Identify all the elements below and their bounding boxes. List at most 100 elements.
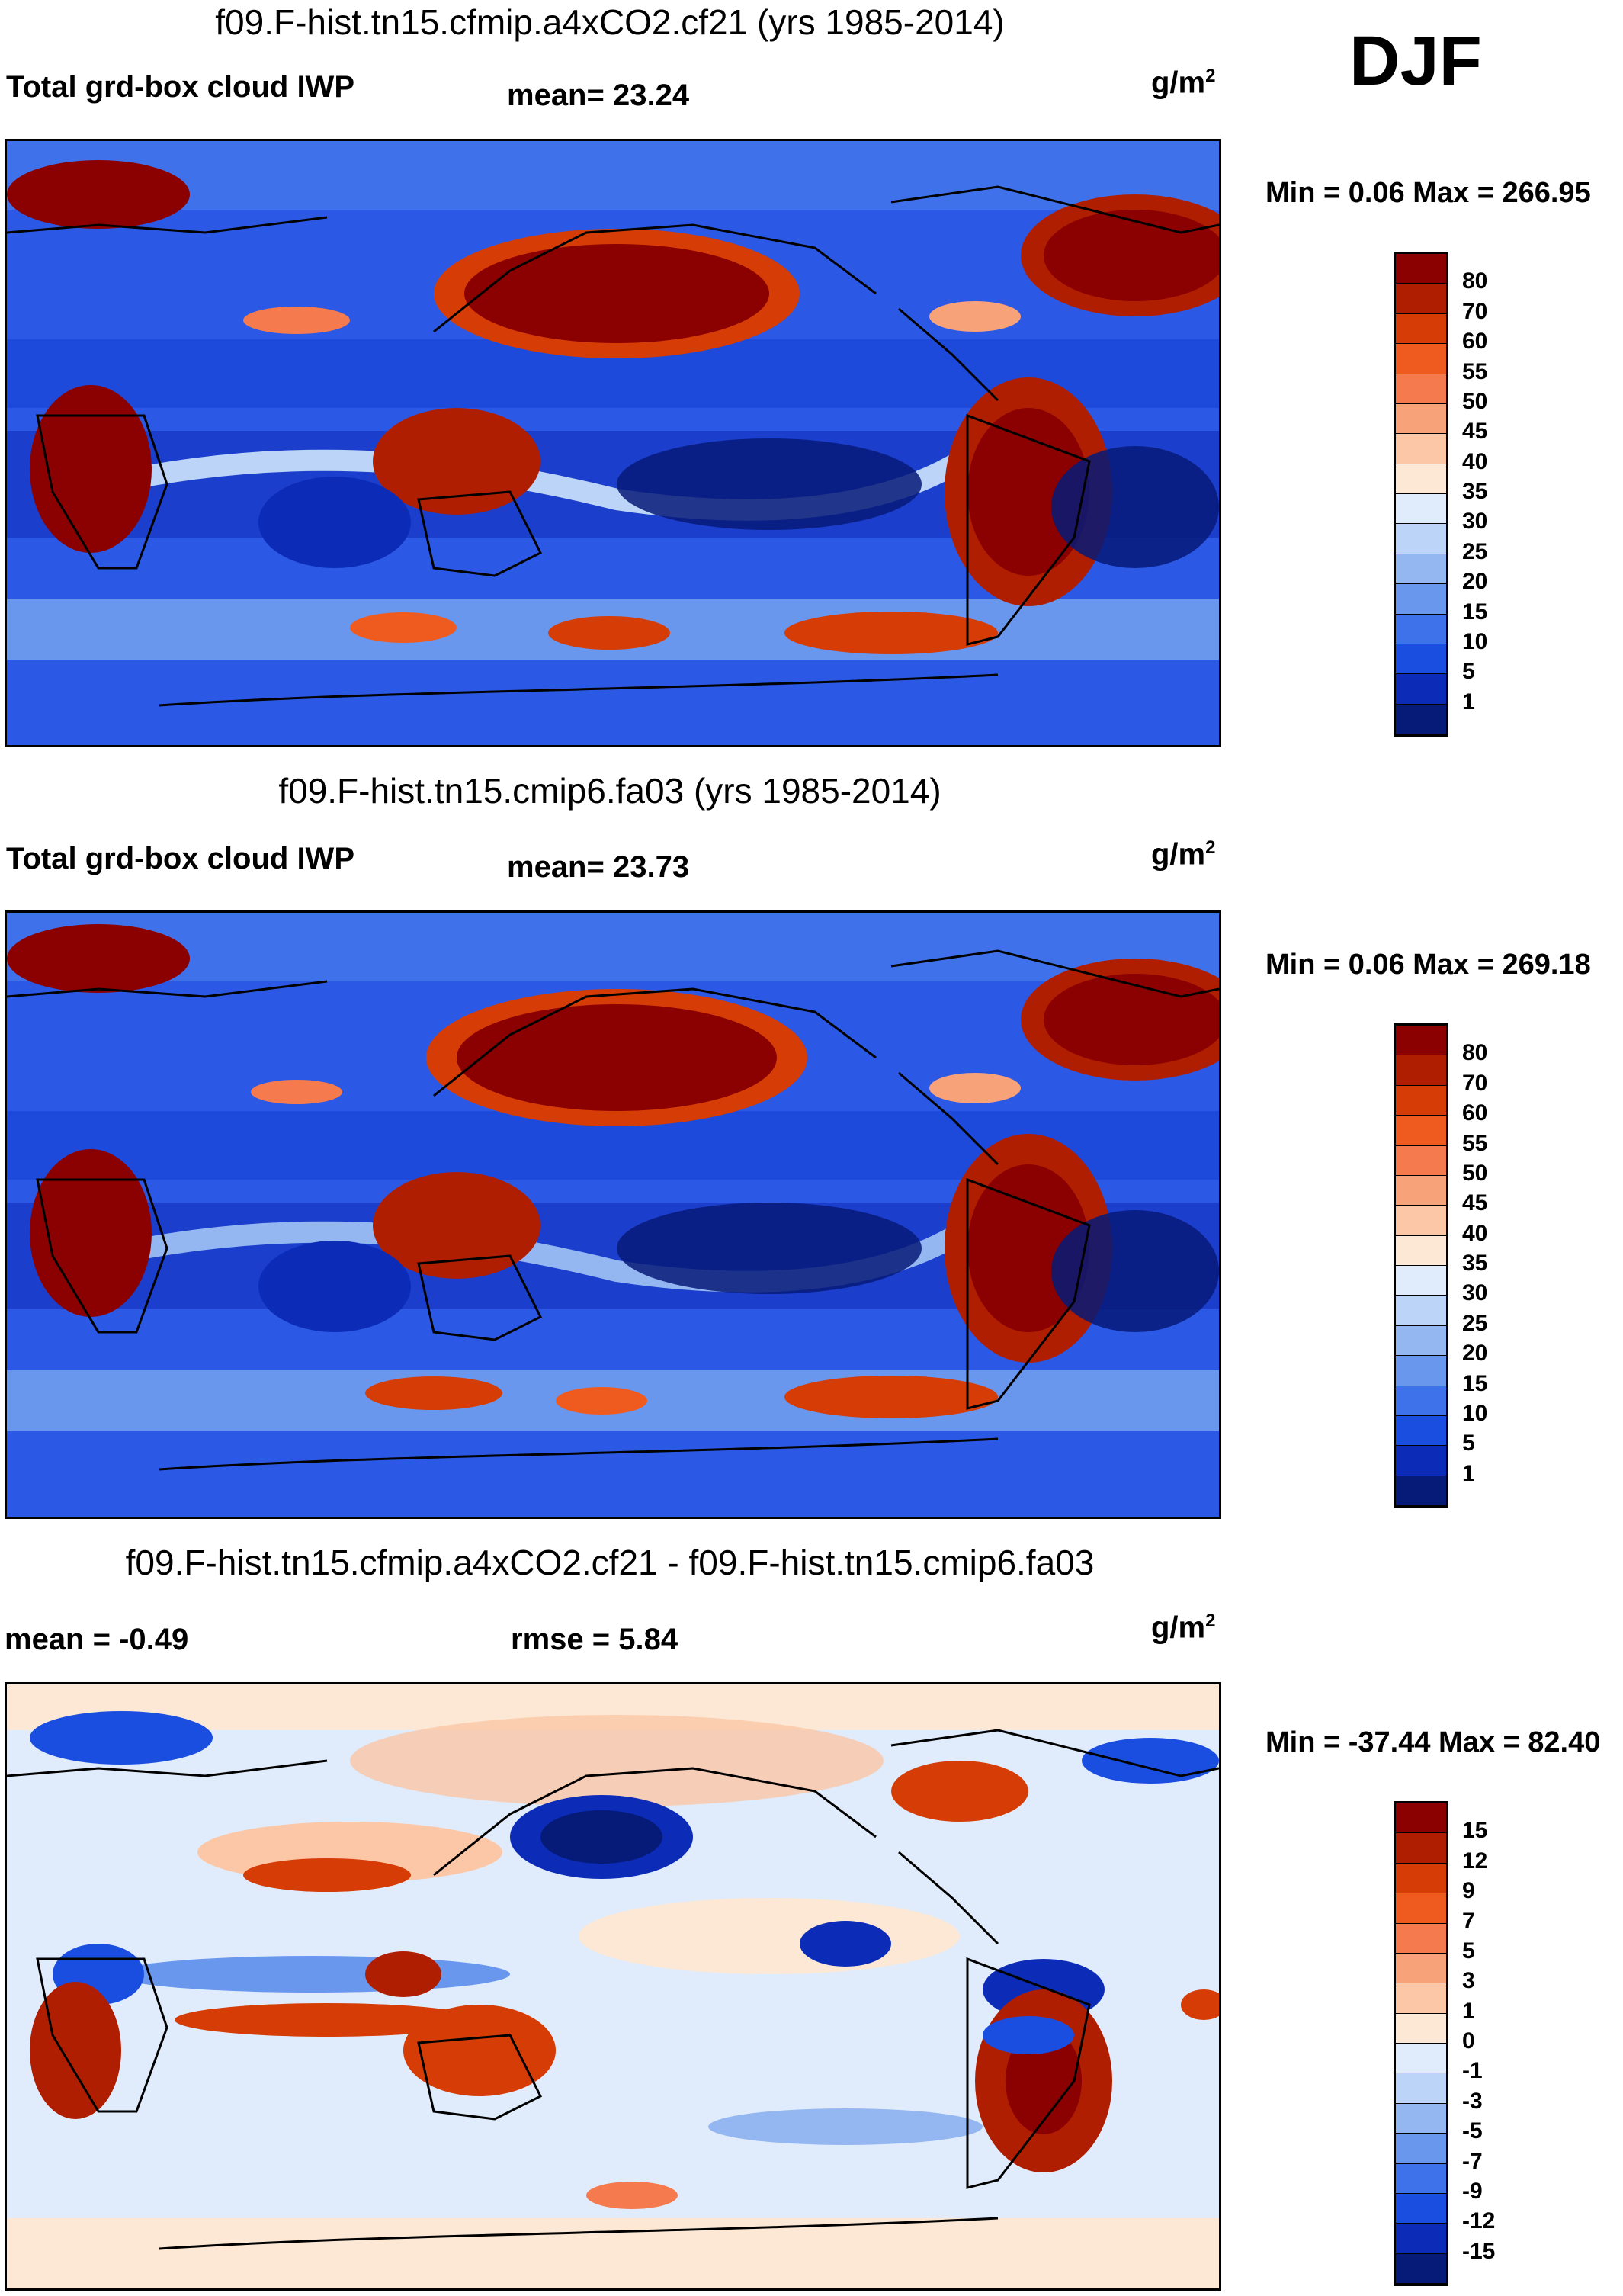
panel-2-variable-label: Total grd-box cloud IWP [6,842,354,875]
colorbar-label: 12 [1462,1848,1488,1874]
colorbar-swatch [1396,704,1446,734]
colorbar-label: -9 [1462,2178,1483,2204]
colorbar-swatch [1396,464,1446,494]
panel-1-title: f09.F-hist.tn15.cfmip.a4xCO2.cf21 (yrs 1… [215,2,1005,42]
colorbar-swatch [1396,1296,1446,1326]
colorbar-label: 5 [1462,1431,1475,1456]
colorbar-label: 60 [1462,1100,1488,1126]
colorbar-label: 20 [1462,1341,1488,1366]
panel-2-colorbar-swatches [1396,1026,1446,1506]
colorbar-swatch [1396,2044,1446,2074]
colorbar-swatch [1396,1266,1446,1296]
panel-1-map [5,139,1221,747]
colorbar-swatch [1396,374,1446,404]
panel-1-mean-label: mean= 23.24 [507,79,690,112]
colorbar-swatch [1396,284,1446,314]
colorbar-swatch [1396,614,1446,644]
colorbar-label: 1 [1462,1998,1475,2024]
colorbar-label: 20 [1462,569,1488,595]
colorbar-swatch [1396,554,1446,585]
panel-2-minmax: Min = 0.06 Max = 269.18 [1265,949,1591,981]
colorbar-swatch [1396,1175,1446,1206]
colorbar-label: 1 [1462,1460,1475,1486]
colorbar-swatch [1396,2163,1446,2194]
colorbar-swatch [1396,1803,1446,1834]
colorbar-swatch [1396,2013,1446,2044]
colorbar-swatch [1396,1356,1446,1386]
colorbar-swatch [1396,494,1446,525]
colorbar-label: 45 [1462,1190,1488,1216]
colorbar-label: 25 [1462,1310,1488,1336]
season-label: DJF [1349,22,1482,100]
colorbar-swatch [1396,1386,1446,1416]
panel-3-minmax: Min = -37.44 Max = 82.40 [1265,1726,1601,1758]
colorbar-swatch [1396,1446,1446,1476]
colorbar-label: -12 [1462,2208,1496,2234]
colorbar-label: 10 [1462,628,1488,654]
colorbar-swatch [1396,1235,1446,1266]
colorbar-swatch [1396,1085,1446,1116]
panel-2-colorbar-labels: 80 70 60 55 50 45 40 35 30 25 20 15 10 5 1 [1462,1023,1554,1508]
colorbar-label: 70 [1462,298,1488,324]
colorbar-swatch [1396,1923,1446,1954]
colorbar-label: -7 [1462,2148,1483,2174]
colorbar-label: 0 [1462,2028,1475,2054]
colorbar-swatch [1396,674,1446,705]
colorbar-label: 70 [1462,1070,1488,1096]
colorbar-swatch [1396,2073,1446,2104]
colorbar-swatch [1396,434,1446,464]
colorbar-swatch [1396,403,1446,435]
colorbar-label: -1 [1462,2058,1483,2084]
colorbar-swatch [1396,2134,1446,2164]
colorbar-swatch [1396,1026,1446,1056]
colorbar-swatch [1396,1833,1446,1864]
colorbar-label: 5 [1462,659,1475,685]
colorbar-label: 80 [1462,1040,1488,1066]
colorbar-label: 60 [1462,329,1488,355]
colorbar-label: 9 [1462,1878,1475,1904]
colorbar-swatch [1396,2193,1446,2224]
panel-2-units: g/m2 [1151,837,1216,872]
colorbar-swatch [1396,584,1446,615]
colorbar-swatch [1396,1325,1446,1357]
panel-3-colorbar-labels: 15 12 9 7 5 3 1 0 -1 -3 -5 -7 -9 -12 -15 [1462,1801,1554,2286]
panel-3-rmse-label: rmse = 5.84 [511,1623,678,1656]
colorbar-label: 15 [1462,1370,1488,1396]
colorbar-swatch [1396,1055,1446,1086]
panel-3-title: f09.F-hist.tn15.cfmip.a4xCO2.cf21 - f09.… [125,1543,1095,1582]
colorbar-swatch [1396,2224,1446,2254]
colorbar-label: -15 [1462,2238,1496,2264]
colorbar-label: 55 [1462,1130,1488,1156]
colorbar-swatch [1396,1116,1446,1146]
colorbar-swatch [1396,524,1446,554]
colorbar-label: 45 [1462,419,1488,445]
colorbar-label: 35 [1462,479,1488,504]
colorbar-label: 50 [1462,1160,1488,1186]
colorbar-label: 50 [1462,388,1488,414]
colorbar-swatch [1396,1863,1446,1894]
colorbar-label: 25 [1462,538,1488,564]
panel-3-mean-label: mean = -0.49 [5,1623,189,1656]
colorbar-swatch [1396,1145,1446,1176]
colorbar-label: -5 [1462,2118,1483,2144]
colorbar-label: 15 [1462,1818,1488,1844]
panel-3-colorbar-swatches [1396,1803,1446,2284]
panel-3-units: g/m2 [1151,1610,1216,1645]
colorbar-label: 80 [1462,268,1488,294]
colorbar-label: 30 [1462,1280,1488,1306]
colorbar-swatch [1396,1476,1446,1506]
colorbar-label: 5 [1462,1938,1475,1964]
colorbar-swatch [1396,344,1446,374]
colorbar-swatch [1396,644,1446,675]
panel-2-mean-label: mean= 23.73 [507,850,690,884]
colorbar-swatch [1396,2253,1446,2284]
colorbar-swatch [1396,313,1446,345]
colorbar-swatch [1396,2103,1446,2134]
colorbar-swatch [1396,1983,1446,2014]
colorbar-label: 1 [1462,689,1475,714]
colorbar-label: 40 [1462,1220,1488,1246]
panel-1-colorbar [1394,252,1448,737]
panel-1-units: g/m2 [1151,66,1216,100]
panel-1-colorbar-labels: 80 70 60 55 50 45 40 35 30 25 20 15 10 5 1 [1462,252,1554,737]
panel-3-colorbar [1394,1801,1448,2286]
